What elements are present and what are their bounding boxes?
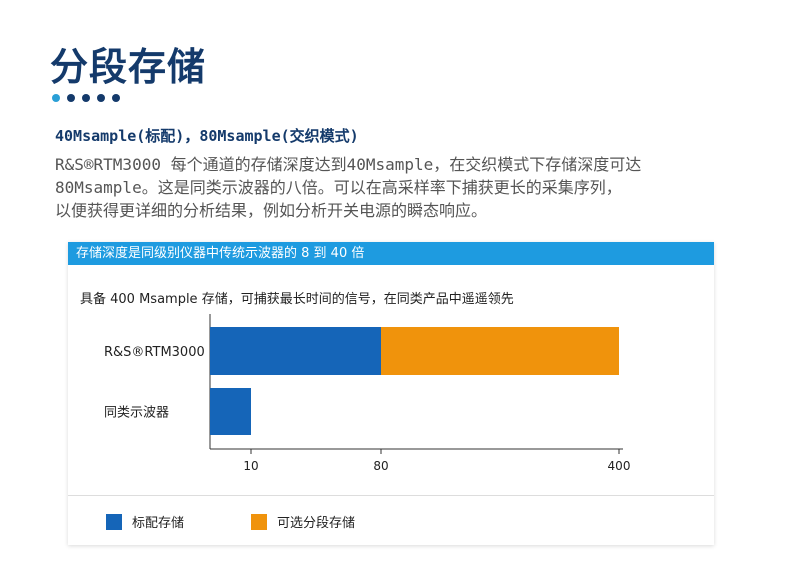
bar-rtm3000-optional [381,327,619,375]
decorative-dots [52,94,120,102]
dot-icon [52,94,60,102]
dot-icon [97,94,105,102]
legend-item-standard: 标配存储 [106,512,184,531]
legend-label: 标配存储 [132,516,185,531]
legend-item-optional: 可选分段存储 [251,512,355,531]
page-title: 分段存储 [50,45,207,89]
x-tick-label: 10 [243,459,258,473]
chart-card: 存储深度是同级别仪器中传统示波器的 8 到 40 倍 具备 400 Msampl… [68,242,714,545]
description-line: 以便获得更详细的分析结果，例如分析开关电源的瞬态响应。 [55,201,488,220]
chart-card-header: 存储深度是同级别仪器中传统示波器的 8 到 40 倍 [68,242,714,265]
description-text: R&S®RTM3000 每个通道的存储深度达到40Msample，在交织模式下存… [55,153,745,222]
legend-swatch [106,513,122,530]
x-tick-label: 400 [608,459,631,473]
section-subheading: 40Msample(标配)，80Msample(交织模式) [55,127,359,145]
dot-icon [112,94,120,102]
legend-swatch [251,513,267,530]
description-line: R&S®RTM3000 每个通道的存储深度达到40Msample，在交织模式下存… [55,155,642,174]
chart-title: 具备 400 Msample 存储，可捕获最长时间的信号，在同类产品中遥遥领先 [80,292,514,307]
memory-depth-chart: R&S®RTM3000 同类示波器 10 80 400 [104,314,631,473]
category-label: 同类示波器 [104,406,169,421]
legend-divider [68,495,714,496]
bar-rtm3000-standard [210,327,381,375]
legend-label: 可选分段存储 [277,516,356,531]
description-line: 80Msample。这是同类示波器的八倍。可以在高采样率下捕获更长的采集序列， [55,178,622,197]
dot-icon [82,94,90,102]
category-label: R&S®RTM3000 [104,345,205,360]
x-tick-label: 80 [373,459,388,473]
dot-icon [67,94,75,102]
bar-competitor-standard [210,388,251,435]
